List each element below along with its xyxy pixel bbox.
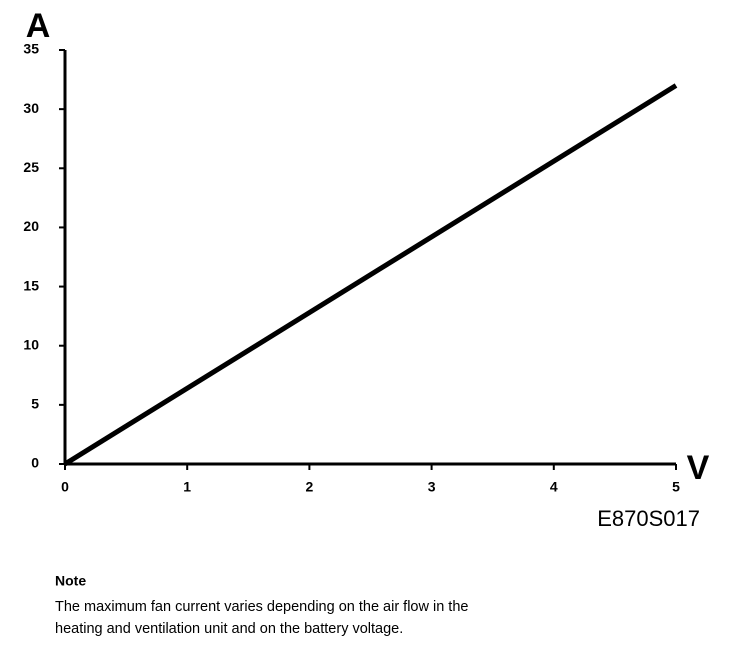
y-tick-label: 25 — [23, 159, 39, 175]
y-tick-label: 15 — [23, 277, 39, 293]
note-text: The maximum fan current varies depending… — [55, 599, 468, 615]
x-tick-label: 5 — [672, 479, 680, 495]
figure-code: E870S017 — [597, 506, 700, 531]
x-tick-label: 0 — [61, 479, 69, 495]
y-tick-label: 30 — [23, 100, 39, 116]
y-tick-label: 10 — [23, 336, 39, 352]
x-tick-label: 1 — [183, 479, 191, 495]
y-axis-label: A — [26, 7, 51, 45]
note-heading: Note — [55, 573, 86, 589]
note-text: heating and ventilation unit and on the … — [55, 621, 403, 637]
y-tick-label: 20 — [23, 218, 39, 234]
y-tick-label: 0 — [31, 455, 39, 471]
y-tick-label: 5 — [31, 396, 39, 412]
data-line — [63, 83, 678, 467]
x-tick-label: 4 — [550, 479, 558, 495]
y-tick-label: 35 — [23, 41, 39, 57]
x-tick-label: 2 — [306, 479, 314, 495]
x-axis-label: V — [687, 449, 710, 487]
x-tick-label: 3 — [428, 479, 436, 495]
